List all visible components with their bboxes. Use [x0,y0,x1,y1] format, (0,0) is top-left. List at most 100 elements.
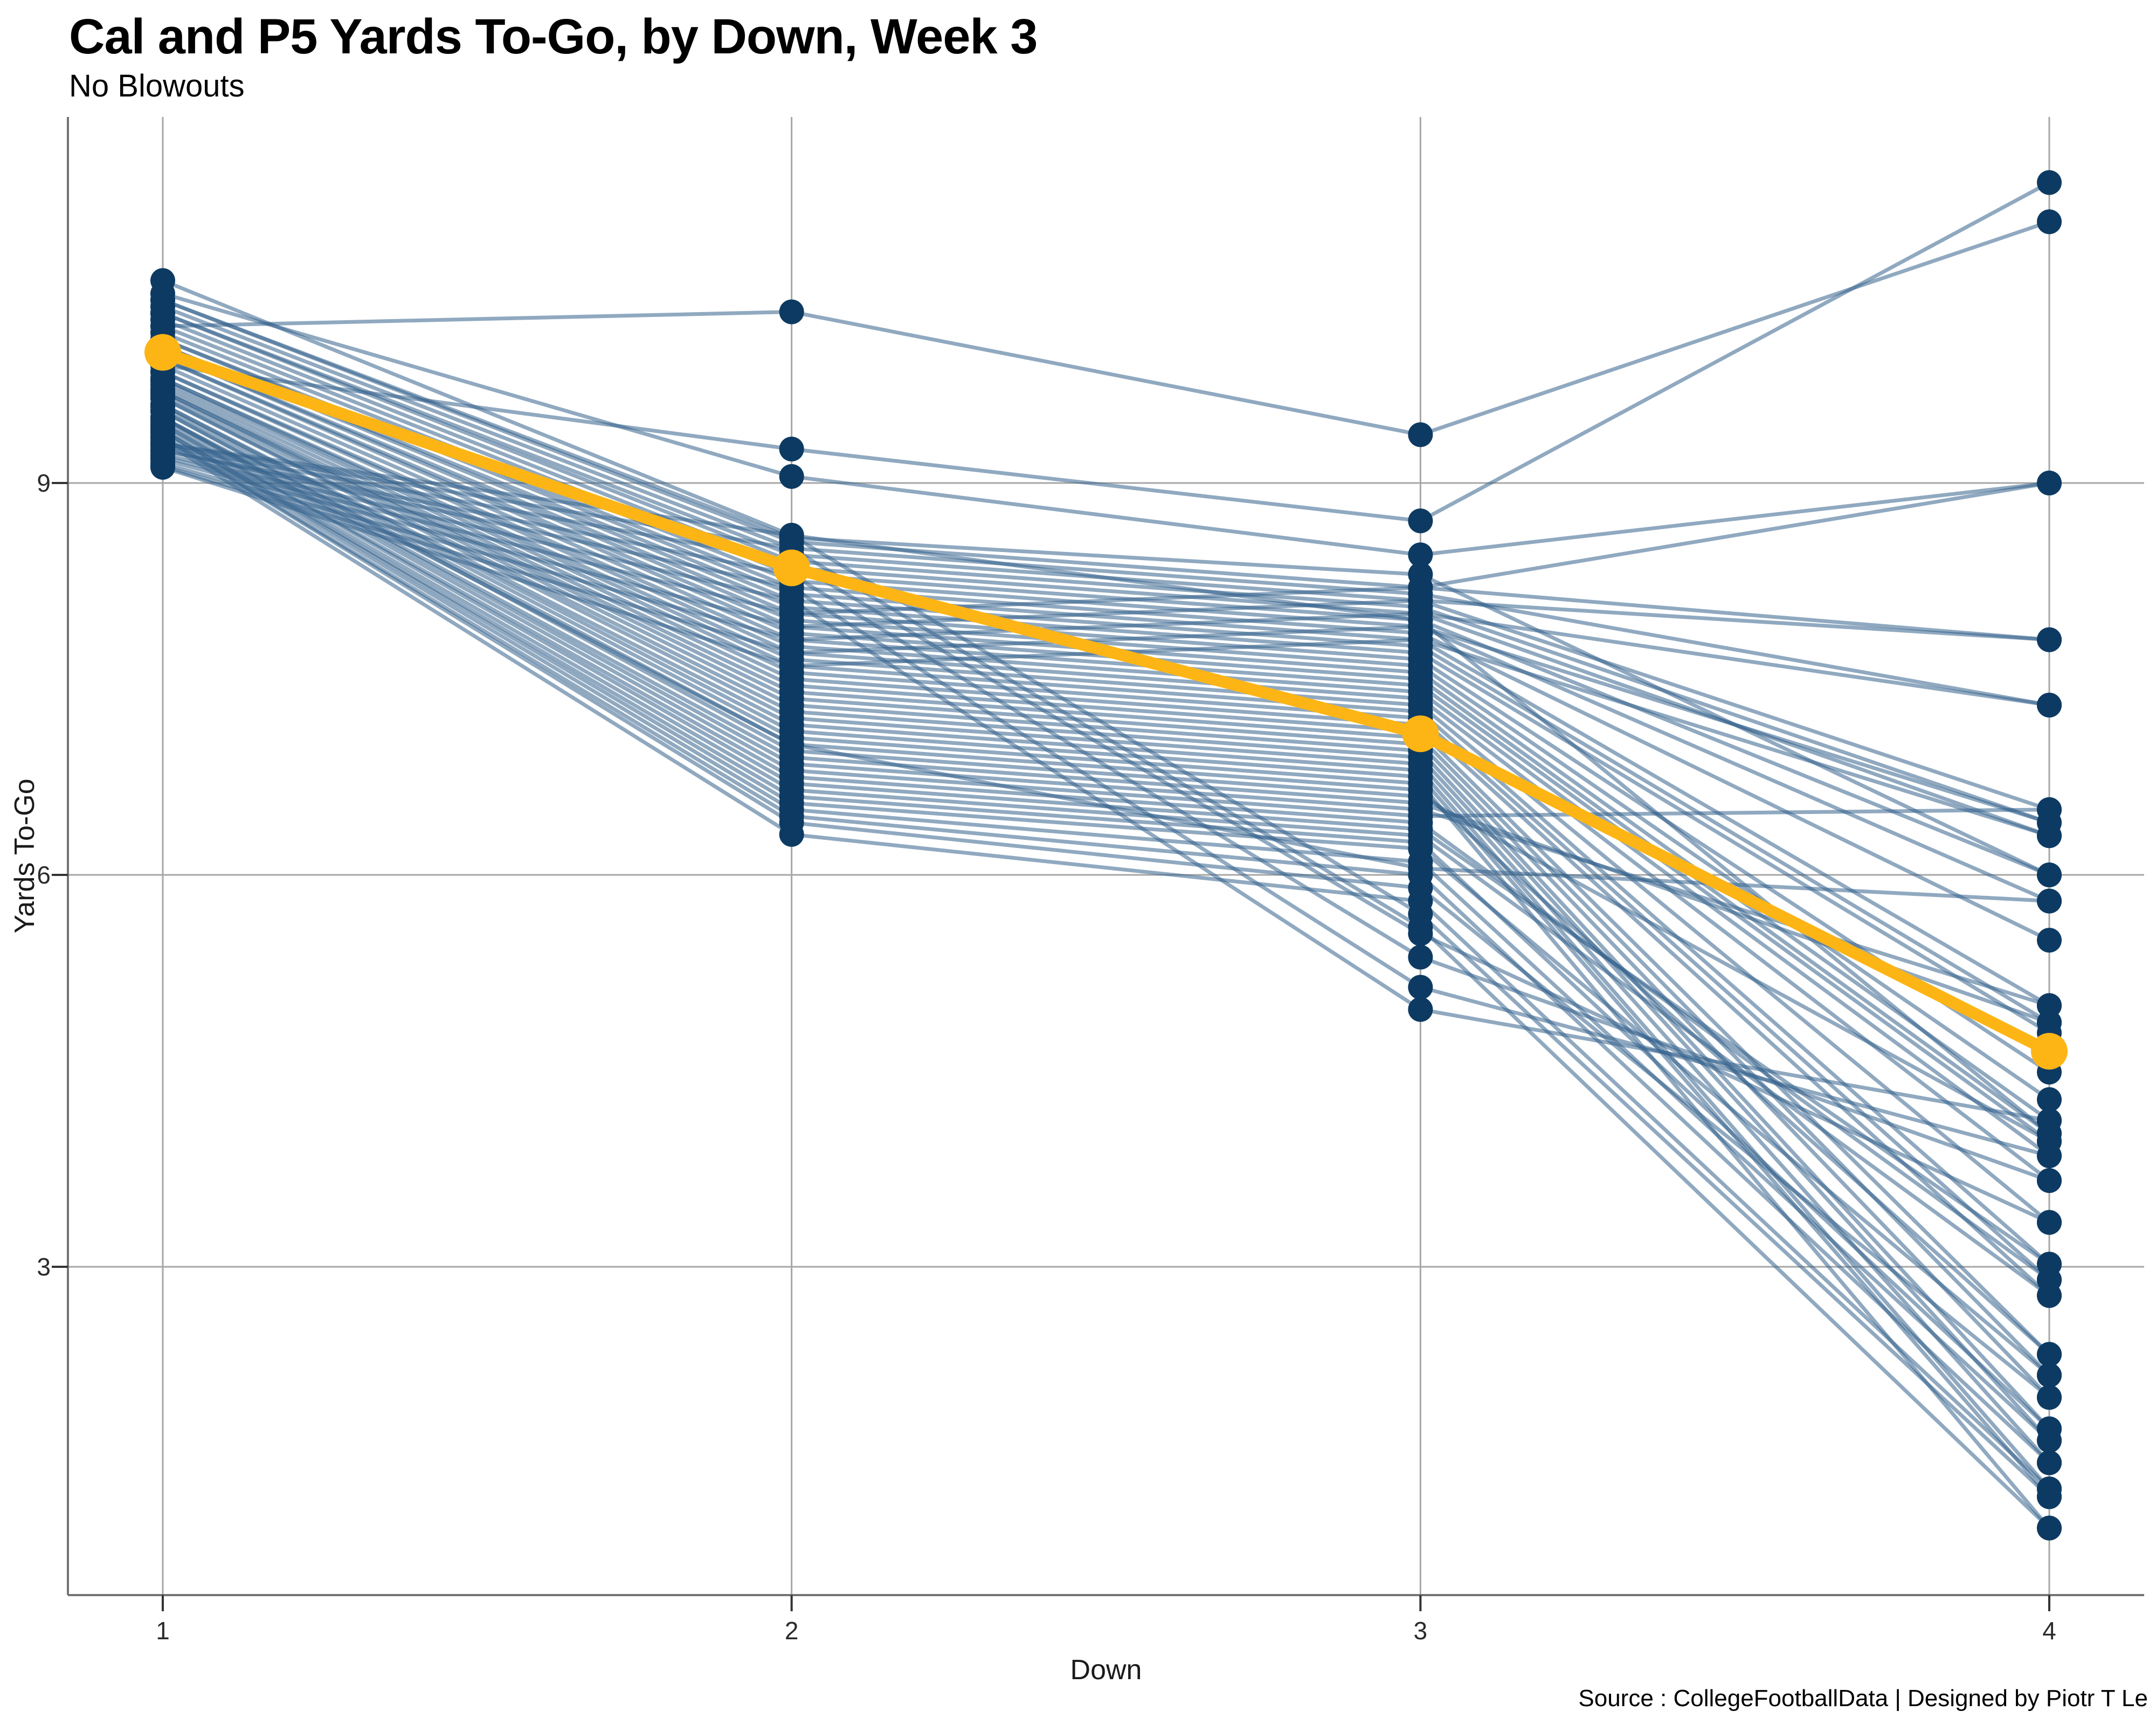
team-line [162,344,2050,1035]
team-line [162,337,2050,1008]
team-point [1408,975,1433,1000]
team-line [162,429,2051,1377]
team-line [162,324,2050,877]
team-point [1408,627,1433,652]
team-point [1408,921,1433,947]
page-title: Cal and P5 Yards To-Go, by Down, Week 3 [69,9,1038,64]
team-line [162,383,2051,1297]
source-credit: Source : CollegeFootballData | Designed … [1578,1685,2148,1712]
team-line [162,298,2050,877]
x-axis-title: Down [1070,1654,1142,1686]
team-line [162,396,2051,1442]
team-point [2037,1283,2062,1308]
team-line [162,220,2050,437]
team-point [2037,928,2062,953]
team-line [162,431,2051,1442]
team-line [162,441,2051,1530]
team-point [2037,1087,2062,1112]
team-point [2037,888,2062,914]
team-point [2037,209,2062,234]
team-line [162,436,2051,1465]
team-point [2037,823,2062,848]
team-point [1408,508,1433,534]
team-point [150,454,175,480]
team-point [1408,562,1433,587]
team-line [162,350,2050,1101]
team-point [2037,1252,2062,1277]
cal-line [157,346,2056,1058]
team-line [162,405,2051,1529]
team-point [150,287,175,313]
team-line [162,416,2050,1025]
team-point [779,436,804,461]
team-point [2037,1168,2062,1193]
y-tick-label: 9 [37,469,51,497]
team-line [162,441,2051,1499]
team-line [162,387,2051,1356]
team-line [162,436,2051,1399]
team-point [2037,862,2062,887]
team-point [779,653,804,679]
y-axis-title: Yards To-Go [9,778,40,934]
team-line [162,422,2051,1282]
team-point [779,525,804,550]
team-line [162,444,2050,1224]
team-point [2037,1108,2062,1133]
team-point [2037,1428,2062,1453]
team-point [2037,1342,2062,1367]
team-line [162,350,2050,1074]
team-line [162,416,2050,903]
team-point [2037,1143,2062,1168]
page-subtitle: No Blowouts [69,68,245,104]
team-point [779,299,804,325]
team-point [2037,1450,2062,1475]
team-point [1408,944,1433,970]
team-point [2037,627,2062,652]
y-tick-label: 3 [37,1252,51,1281]
team-point [2037,1385,2062,1410]
team-point [2037,993,2062,1018]
team-point [2037,1484,2062,1509]
team-point [1408,422,1433,447]
team-point [2037,471,2062,495]
team-line [162,292,2050,557]
team-point [1408,855,1433,881]
team-point [2037,692,2062,717]
team-line [162,439,2051,1491]
team-line [162,181,2050,523]
cal-point [773,549,810,586]
team-point [150,405,175,430]
x-tick-label: 4 [2042,1617,2056,1645]
team-line [162,448,2050,1158]
team-point [779,822,804,847]
team-line [162,429,2051,1431]
team-line [162,305,2050,707]
cal-point [2031,1033,2068,1070]
team-point [2037,170,2062,195]
y-tick-label: 6 [37,860,51,889]
x-tick-label: 2 [784,1617,799,1645]
team-point [779,732,804,757]
team-line [162,370,2051,1157]
team-point [2037,1515,2062,1541]
x-tick-label: 3 [1413,1617,1428,1645]
team-point [2037,1210,2062,1235]
team-line [162,455,2050,616]
team-point [779,464,804,489]
team-line [162,311,2050,812]
team-line [162,461,2050,707]
cal-point [144,334,181,371]
team-line [162,457,2050,642]
x-tick-label: 1 [156,1617,170,1645]
team-point [1408,997,1433,1022]
team-line [162,448,2050,1183]
cal-point [1402,715,1439,753]
team-line [162,418,2050,818]
team-point [1408,542,1433,568]
team-point [2037,1010,2062,1035]
team-line [162,311,2050,825]
team-point [2037,1363,2062,1388]
team-line [162,344,2050,1024]
